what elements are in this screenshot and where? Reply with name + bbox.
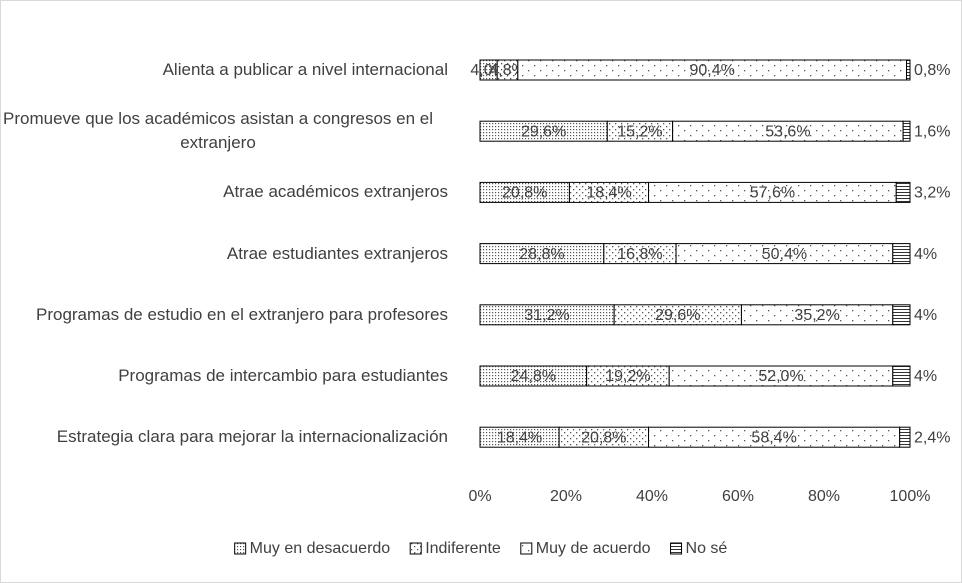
data-label: 29,6% [521,123,566,140]
data-label: 31,2% [524,307,569,324]
category-label-box: Alienta a publicar a nivel internacional [0,45,448,95]
category-label: Atrae académicos extranjeros [223,182,448,202]
data-label: 50,4% [762,246,807,263]
category-label-box: Atrae académicos extranjeros [0,167,448,217]
data-label: 53,6% [765,123,810,140]
data-label: 4% [914,307,937,324]
data-label: 4% [914,368,937,385]
data-label: 52,0% [758,368,803,385]
legend-swatch [670,542,683,555]
legend-label: Muy en desacuerdo [250,540,391,557]
bar-segment [902,120,911,142]
category-label: Programas de intercambio para estudiante… [118,366,448,385]
category-label: Alienta a publicar a nivel internacional [162,60,448,79]
data-label: 24,8% [511,368,556,385]
bar-segment [899,426,911,448]
bar-segment [895,181,911,203]
bar-segment [892,243,911,265]
data-label: 58,4% [751,429,796,446]
legend-label: Muy de acuerdo [536,540,651,557]
data-label: 57,6% [750,185,795,202]
data-label: 0,8% [914,62,950,79]
data-label: 29,6% [655,307,700,324]
x-tick-label: 20% [550,488,582,505]
legend-label: No sé [686,540,728,557]
x-tick-label: 40% [636,488,668,505]
data-label: 16,8% [617,246,662,263]
data-label: 35,2% [794,307,839,324]
legend-label: Indiferente [425,540,501,557]
data-label: 3,2% [914,185,950,202]
category-label-box: Promueve que los académicos asistan a co… [0,106,448,156]
bar-segment [906,59,911,81]
bar-segment [892,304,911,326]
bar-segment [892,365,911,387]
data-label: 20,8% [502,185,547,202]
data-label: 90,4% [690,62,735,79]
legend-swatch [234,542,247,555]
data-label: 2,4% [914,429,950,446]
data-label: 18,4% [497,429,542,446]
category-label-box: Programas de estudio en el extranjero pa… [0,290,448,340]
legend-swatch [409,542,422,555]
category-label-box: Estrategia clara para mejorar la interna… [0,412,448,462]
category-label-box: Atrae estudiantes extranjeros [0,229,448,279]
data-label: 18,4% [586,185,631,202]
category-label: Estrategia clara para mejorar la interna… [56,427,448,447]
x-tick-label: 60% [722,488,754,505]
data-label: 20,8% [581,429,626,446]
data-label: 15,2% [617,123,662,140]
x-tick-label: 100% [890,488,931,505]
data-label: 1,6% [914,123,950,140]
data-label: 4% [914,246,937,263]
x-tick-label: 0% [468,488,491,505]
category-label: Atrae estudiantes extranjeros [226,243,448,263]
category-label: Programas de estudio en el extranjero pa… [35,304,448,324]
data-label: 19,2% [605,368,650,385]
category-label-box: Programas de intercambio para estudiante… [0,351,448,401]
x-tick-label: 80% [808,488,840,505]
data-label: 28,8% [519,246,564,263]
category-label: Promueve que los académicos asistan a co… [3,109,433,153]
legend-swatch [520,542,533,555]
data-label: 4,8% [489,62,525,79]
